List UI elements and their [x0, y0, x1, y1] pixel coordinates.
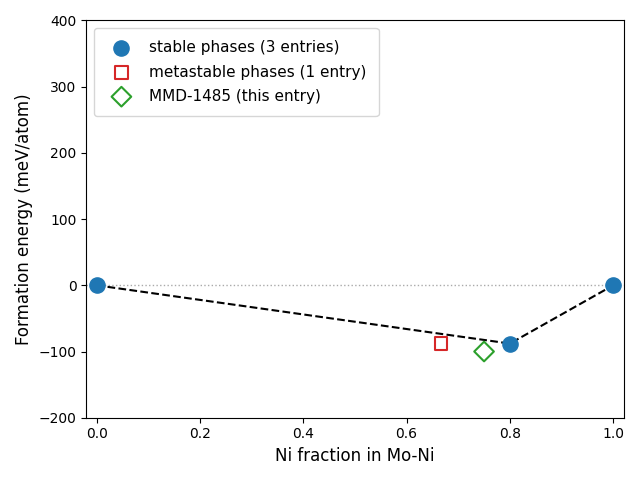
- MMD-1485 (this entry): [479, 348, 489, 355]
- Legend: stable phases (3 entries), metastable phases (1 entry), MMD-1485 (this entry): stable phases (3 entries), metastable ph…: [94, 28, 378, 116]
- stable phases (3 entries): [92, 281, 102, 289]
- stable phases (3 entries): [505, 340, 515, 348]
- metastable phases (1 entry): [436, 340, 446, 348]
- stable phases (3 entries): [608, 281, 618, 289]
- Y-axis label: Formation energy (meV/atom): Formation energy (meV/atom): [15, 93, 33, 345]
- X-axis label: Ni fraction in Mo-Ni: Ni fraction in Mo-Ni: [275, 447, 435, 465]
